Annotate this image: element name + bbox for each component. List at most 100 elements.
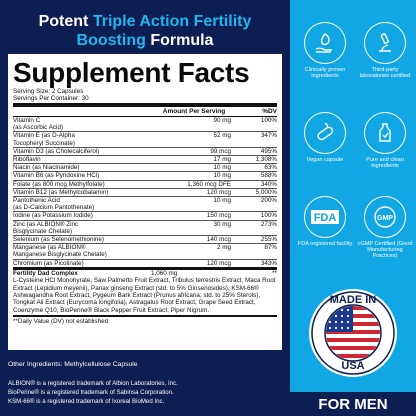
seal-top-text: MADE IN	[329, 294, 377, 306]
dv-column-header: %DV	[262, 108, 277, 115]
nutrient-row: Vitamin B12 (as Methylcobalamin) 120 mcg 5…	[13, 188, 277, 198]
serving-size: Serving Size: 2 Capsules	[13, 88, 84, 95]
nutrient-name: Vitamin D3 (as Cholecalciferol)	[13, 147, 100, 155]
headline-accent-1: Triple Action Fertility	[92, 13, 252, 30]
headline-plain-1: Potent	[38, 13, 93, 30]
trademark-notes: ALBION® is a registered trademark of Alb…	[8, 379, 178, 406]
leaf-hand-icon	[304, 22, 346, 64]
bottle-icon	[364, 112, 406, 154]
nutrient-row: Riboflavin 17 mg 1,308%	[13, 156, 277, 165]
flag-star	[334, 326, 338, 330]
nutrient-name: Vitamin C (as Ascorbic Acid)	[13, 117, 64, 132]
flag-star	[340, 308, 344, 312]
nutrient-dv: 340%	[260, 180, 277, 188]
servings-per-container: Servings Per Container: 30	[13, 95, 89, 102]
seal-bottom-text: USA	[341, 360, 365, 372]
flag-star	[346, 320, 350, 324]
feature-label: Pure and clean ingredients	[366, 157, 404, 170]
nutrient-dv: 347%	[260, 132, 277, 140]
nutrient-dv: 273%	[260, 220, 277, 228]
other-ingredients: Other Ingredients: Methylcellulose Capsu…	[8, 361, 138, 368]
supplement-facts-panel: Supplement Facts Serving Size: 2 Capsule…	[8, 54, 282, 350]
gmp-certified-icon: GMP	[364, 196, 406, 238]
nutrient-name: Selenium (as Selenomethionine)	[13, 236, 105, 244]
flag-star	[328, 320, 332, 324]
complex-ingredients: L-Cysteine HCl Monohyrate, Saw Palmetto …	[13, 277, 276, 314]
nutrient-amount: 140 mcg	[206, 236, 231, 244]
feature-label: cGMP Certified (Good Manufacturing Pract…	[357, 241, 413, 260]
flag-stripe	[326, 338, 380, 342]
nutrient-dv: 200%	[260, 197, 277, 205]
nutrient-amount: 120 mcg	[206, 259, 231, 267]
amount-column-header: Amount Per Serving	[162, 108, 226, 115]
feature-label: Third-party laboratories certified	[359, 67, 411, 80]
trademark-line: ALBION® is a registered trademark of Alb…	[8, 380, 178, 387]
usa-flag-seal-icon: MADE IN USA	[308, 288, 398, 378]
dv-footnote: **Daily Value (DV) not established	[13, 318, 109, 326]
headline-plain-2: Formula	[145, 32, 214, 49]
feature-vegan: Vegan capsule	[297, 112, 353, 163]
for-men-label: FOR MEN	[318, 396, 388, 413]
complex-dv: **	[272, 269, 277, 277]
feature-label: Vegan capsule	[306, 157, 344, 163]
vegan-capsule-icon	[304, 112, 346, 154]
nutrient-dv: 588%	[260, 172, 277, 180]
flag-star	[340, 314, 344, 318]
nutrient-dv: 5,000%	[255, 188, 277, 196]
nutrient-row: Iodine (as Potassium Iodide) 150 mcg 100%	[13, 212, 277, 221]
nutrient-amount: 99 mcg	[210, 147, 231, 155]
nutrient-name: Iodine (as Potassium Iodide)	[13, 212, 93, 220]
feature-third-party: Third-party laboratories certified	[357, 22, 413, 79]
nutrient-row: Chromium (as Picolinate) 120 mcg 343%	[13, 260, 277, 270]
microscope-icon	[364, 22, 406, 64]
complex-title: Fertility Dad Complex	[13, 269, 78, 277]
nutrient-name: Manganese (as ALBION® Manganese Bisglyci…	[13, 244, 107, 259]
nutrient-dv: 343%	[260, 259, 277, 267]
nutrient-row: Selenium (as Selenomethionine) 140 mcg 255…	[13, 236, 277, 245]
nutrient-row: Pantothenic Acid (as D-Calcium Pantothen…	[13, 197, 277, 213]
nutrient-row: Folate (as 800 mcg Methylfolate) 1,360 mc…	[13, 181, 277, 189]
nutrient-amount: 10 mg	[213, 172, 231, 180]
nutrient-rows: Vitamin C (as Ascorbic Acid) 90 mg 100% Vit…	[13, 117, 277, 270]
feature-fda: FDA FDA registered facility	[297, 196, 353, 247]
nutrient-row: Niacin (as Niacinamide) 10 mg 63%	[13, 164, 277, 173]
nutrient-dv: 255%	[260, 236, 277, 244]
nutrient-row: Vitamin C (as Ascorbic Acid) 90 mg 100%	[13, 117, 277, 133]
trademark-line: KSM-66® is a registered trademark of Ixo…	[8, 398, 165, 405]
flag-star	[328, 326, 332, 330]
feature-label: FDA registered facility	[297, 241, 353, 247]
nutrient-amount: 52 mg	[213, 132, 231, 140]
nutrient-name: Folate (as 800 mcg Methylfolate)	[13, 180, 105, 188]
nutrient-name: Zinc (as ALBION® Zinc Bisglycinate Chela…	[13, 220, 79, 235]
feature-label: Clinically proven ingredients	[304, 67, 346, 80]
feature-gmp: GMP cGMP Certified (Good Manufacturing P…	[357, 196, 413, 260]
fertility-dad-complex: Fertility Dad Complex 1,060 mg ** L-Cyst…	[13, 269, 277, 318]
nutrient-amount: 2 mg	[217, 244, 231, 252]
nutrient-row: Vitamin E (as D-Alpha Tocopheryl Succina…	[13, 132, 277, 148]
nutrient-amount: 1,360 mcg DFE	[187, 180, 231, 188]
facts-header-row: Amount Per Serving %DV	[13, 103, 277, 117]
nutrient-name: Chromium (as Picolinate)	[13, 259, 84, 267]
nutrient-amount: 10 mg	[213, 164, 231, 172]
svg-text:GMP: GMP	[377, 215, 393, 222]
nutrient-row: Vitamin D3 (as Cholecalciferol) 99 mcg 495…	[13, 147, 277, 157]
nutrient-name: Vitamin B6 (as Pyridoxine HCl)	[13, 172, 100, 180]
nutrient-dv: 87%	[264, 244, 277, 252]
nutrient-name: Vitamin B12 (as Methylcobalamin)	[13, 188, 109, 196]
flag-star	[346, 314, 350, 318]
flag-stripe	[326, 346, 380, 350]
feature-pure-clean: Pure and clean ingredients	[357, 112, 413, 169]
nutrient-amount: 90 mg	[213, 117, 231, 124]
nutrient-row: Zinc (as ALBION® Zinc Bisglycinate Chela…	[13, 220, 277, 237]
flag-star	[340, 326, 344, 330]
flag-star	[340, 320, 344, 324]
nutrient-amount: 150 mcg	[206, 212, 231, 220]
nutrient-row: Vitamin B6 (as Pyridoxine HCl) 10 mg 588%	[13, 172, 277, 181]
nutrient-dv: 495%	[260, 147, 277, 155]
nutrient-amount: 120 mcg	[206, 188, 231, 196]
nutrient-name: Pantothenic Acid (as D-Calcium Pantothen…	[13, 197, 95, 212]
nutrient-name: Vitamin E (as D-Alpha Tocopheryl Succina…	[13, 132, 75, 147]
headline: Potent Triple Action Fertility Boosting …	[0, 12, 290, 50]
nutrient-row: Manganese (as ALBION® Manganese Bisglyci…	[13, 244, 277, 260]
flag-star	[334, 314, 338, 318]
